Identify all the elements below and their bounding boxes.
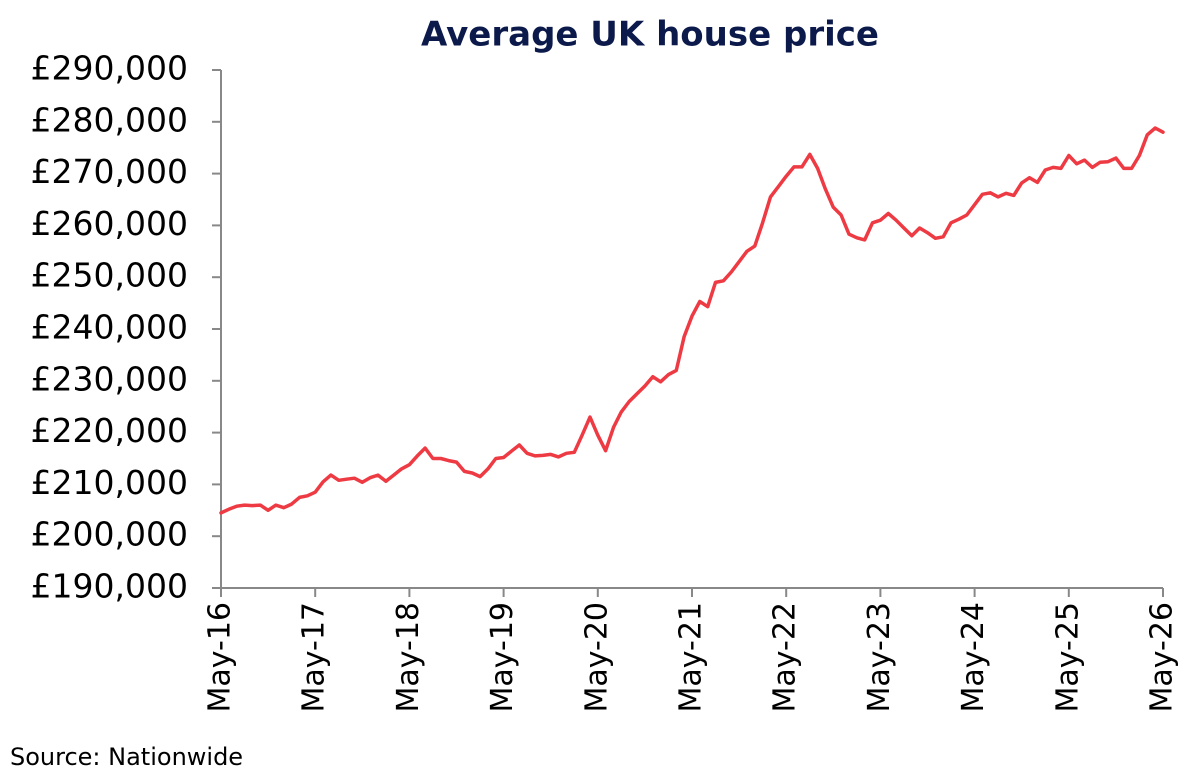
- x-tick-label: May-21: [674, 602, 709, 713]
- y-tick-label: £250,000: [31, 256, 188, 295]
- y-tick-label: £270,000: [31, 152, 188, 191]
- price-line: [219, 126, 1165, 515]
- y-tick-label: £220,000: [31, 411, 188, 450]
- y-tick-label: £210,000: [31, 463, 188, 502]
- x-tick-label: May-20: [579, 602, 614, 713]
- x-tick-label: May-18: [391, 602, 426, 713]
- y-tick-label: £190,000: [31, 567, 188, 606]
- y-tick-label: £290,000: [31, 49, 188, 88]
- y-tick-label: £260,000: [31, 204, 188, 243]
- source-note: Source: Nationwide: [10, 743, 243, 771]
- x-tick-label: May-23: [862, 602, 897, 713]
- y-tick-label: £240,000: [31, 308, 188, 347]
- x-tick-label: May-17: [297, 602, 332, 713]
- x-tick-label: May-25: [1050, 602, 1085, 713]
- x-tick-label: May-16: [203, 602, 238, 713]
- y-tick-label: £230,000: [31, 359, 188, 398]
- x-tick-label: May-24: [956, 602, 991, 713]
- x-tick-label: May-19: [485, 602, 520, 713]
- y-tick-label: £200,000: [31, 515, 188, 554]
- x-tick-label: May-26: [1145, 602, 1180, 713]
- chart-title: Average UK house price: [421, 15, 879, 55]
- x-tick-label: May-22: [768, 602, 803, 713]
- y-tick-label: £280,000: [31, 100, 188, 139]
